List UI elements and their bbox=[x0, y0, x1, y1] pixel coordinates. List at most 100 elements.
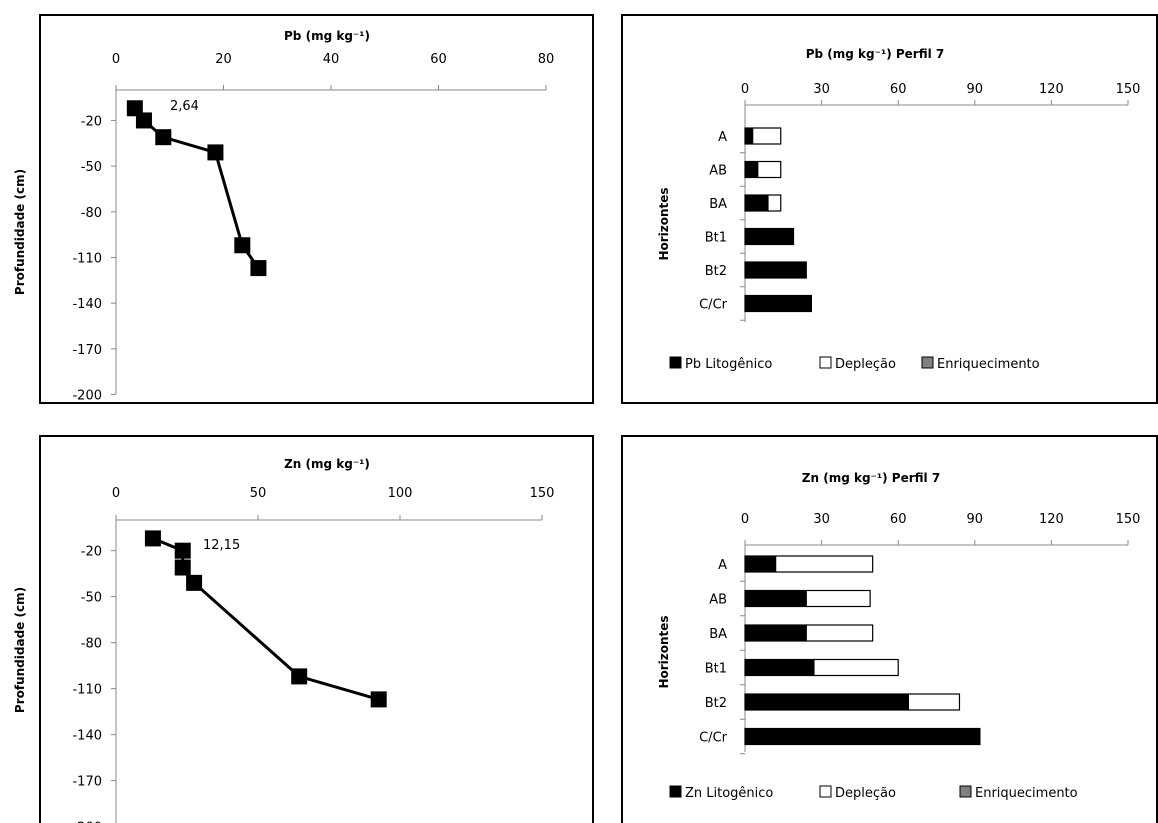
zn-horizons-bar-zn-litog-nico bbox=[744, 624, 807, 642]
pb-profile-frame bbox=[39, 14, 594, 404]
zn-horizons-legend-label: Enriquecimento bbox=[975, 786, 1078, 801]
zn-profile-frame bbox=[39, 435, 594, 823]
pb-horizons-x-tick-label: 30 bbox=[813, 82, 830, 97]
pb-horizons-legend-label: Depleção bbox=[835, 357, 896, 372]
zn-horizons-category-label: C/Cr bbox=[699, 731, 728, 746]
pb-profile-y-tick-label: -200 bbox=[72, 388, 102, 403]
pb-horizons-category-label: Bt1 bbox=[705, 231, 727, 246]
pb-horizons-bar-deple-o bbox=[767, 194, 782, 212]
pb-horizons-x-tick-label: 0 bbox=[741, 82, 749, 97]
pb-horizons-frame bbox=[621, 14, 1158, 404]
zn-profile-y-tick-label: -140 bbox=[72, 729, 102, 744]
pb-profile-point-marker bbox=[126, 100, 143, 117]
pb-horizons-ylabel: Horizontes bbox=[657, 187, 671, 260]
pb-horizons-x-tick-label: 90 bbox=[967, 82, 984, 97]
pb-horizons-x-tick-label: 150 bbox=[1116, 82, 1141, 97]
pb-profile-y-tick-label: -110 bbox=[72, 251, 102, 266]
pb-horizons-x-tick-label: 120 bbox=[1039, 82, 1064, 97]
zn-profile-point-marker bbox=[174, 559, 191, 576]
pb-horizons-title: Pb (mg kg⁻¹) Perfil 7 bbox=[806, 47, 945, 61]
zn-horizons-bar-zn-litog-nico bbox=[744, 727, 981, 746]
zn-horizons-bar-zn-litog-nico bbox=[744, 589, 807, 608]
pb-horizons-bar-pb-litog-nico bbox=[744, 194, 769, 212]
pb-profile-x-tick-label: 20 bbox=[215, 52, 232, 67]
zn-profile-annotation: 12,15 bbox=[203, 538, 240, 553]
pb-horizons-category-label: A bbox=[718, 130, 727, 145]
zn-profile-point-marker bbox=[291, 668, 308, 685]
zn-horizons-ylabel: Horizontes bbox=[657, 615, 671, 688]
zn-profile-point-marker bbox=[186, 574, 203, 591]
pb-profile-annotation: 2,64 bbox=[170, 99, 199, 114]
pb-horizons-category-label: BA bbox=[709, 197, 727, 212]
zn-profile-point-marker bbox=[174, 542, 191, 559]
zn-horizons-legend-swatch bbox=[819, 785, 832, 798]
pb-horizons-category-label: Bt2 bbox=[705, 264, 727, 279]
pb-profile-x-tick-label: 80 bbox=[538, 52, 555, 67]
pb-horizons-legend-swatch bbox=[921, 356, 934, 369]
zn-profile-y-tick-label: -50 bbox=[81, 591, 102, 606]
zn-horizons-frame bbox=[621, 435, 1158, 823]
zn-horizons-legend-label: Zn Litogênico bbox=[685, 786, 773, 801]
zn-profile-y-tick-label: -80 bbox=[81, 637, 102, 652]
pb-profile-y-tick-label: -80 bbox=[81, 206, 102, 221]
zn-horizons-bar-deple-o bbox=[805, 624, 874, 642]
pb-horizons-category-label: C/Cr bbox=[699, 298, 728, 313]
pb-horizons-category-label: AB bbox=[709, 164, 727, 179]
zn-horizons-category-label: BA bbox=[709, 627, 727, 642]
zn-horizons-bar-deple-o bbox=[775, 555, 874, 573]
zn-profile-x-tick-label: 0 bbox=[112, 486, 120, 501]
pb-horizons-bar-deple-o bbox=[752, 127, 782, 145]
pb-profile-y-tick-label: -50 bbox=[81, 160, 102, 175]
zn-profile-x-tick-label: 150 bbox=[530, 486, 555, 501]
pb-profile-y-tick-label: -20 bbox=[81, 114, 102, 129]
pb-horizons-legend-label: Pb Litogênico bbox=[685, 357, 772, 372]
pb-profile-y-tick-label: -170 bbox=[72, 343, 102, 358]
pb-profile-point-marker bbox=[250, 260, 267, 277]
zn-horizons-bar-zn-litog-nico bbox=[744, 658, 815, 677]
zn-horizons-legend-swatch bbox=[669, 785, 682, 798]
pb-profile-ylabel: Profundidade (cm) bbox=[13, 169, 27, 295]
zn-profile-point-marker bbox=[370, 691, 387, 708]
pb-horizons-bar-pb-litog-nico bbox=[744, 261, 807, 279]
zn-horizons-category-label: Bt2 bbox=[705, 696, 727, 711]
zn-horizons-x-tick-label: 60 bbox=[890, 512, 907, 527]
zn-profile-ylabel: Profundidade (cm) bbox=[13, 587, 27, 713]
pb-profile-x-tick-label: 60 bbox=[430, 52, 447, 67]
zn-horizons-x-tick-label: 0 bbox=[741, 512, 749, 527]
zn-profile-y-tick-label: -170 bbox=[72, 775, 102, 790]
zn-profile-point-marker bbox=[144, 530, 161, 547]
pb-horizons-legend-swatch bbox=[819, 356, 832, 369]
zn-horizons-legend-label: Depleção bbox=[835, 786, 896, 801]
zn-profile-x-tick-label: 50 bbox=[250, 486, 267, 501]
pb-horizons-bar-pb-litog-nico bbox=[744, 127, 754, 145]
pb-horizons-legend-label: Enriquecimento bbox=[937, 357, 1040, 372]
pb-profile-point-marker bbox=[155, 129, 172, 146]
zn-profile-y-tick-label: -20 bbox=[81, 545, 102, 560]
zn-profile-y-tick-label: -200 bbox=[72, 821, 102, 823]
pb-horizons-bar-pb-litog-nico bbox=[744, 227, 795, 246]
pb-horizons-bar-deple-o bbox=[757, 160, 782, 179]
zn-horizons-bar-zn-litog-nico bbox=[744, 693, 910, 711]
zn-horizons-title: Zn (mg kg⁻¹) Perfil 7 bbox=[802, 471, 940, 485]
zn-profile-x-tick-label: 100 bbox=[388, 486, 413, 501]
pb-profile-x-tick-label: 40 bbox=[323, 52, 340, 67]
pb-profile-title: Pb (mg kg⁻¹) bbox=[284, 29, 370, 43]
zn-horizons-legend-swatch bbox=[959, 785, 972, 798]
pb-profile-point-marker bbox=[234, 237, 251, 254]
pb-profile-point-marker bbox=[207, 144, 224, 161]
zn-horizons-x-tick-label: 30 bbox=[813, 512, 830, 527]
zn-horizons-x-tick-label: 90 bbox=[967, 512, 984, 527]
zn-horizons-bar-deple-o bbox=[805, 589, 871, 608]
zn-profile-y-tick-label: -110 bbox=[72, 683, 102, 698]
zn-horizons-bar-deple-o bbox=[907, 693, 961, 711]
zn-horizons-category-label: AB bbox=[709, 593, 727, 608]
zn-horizons-x-tick-label: 150 bbox=[1116, 512, 1141, 527]
pb-horizons-bar-pb-litog-nico bbox=[744, 160, 759, 179]
zn-profile-title: Zn (mg kg⁻¹) bbox=[284, 457, 370, 471]
pb-profile-point-marker bbox=[135, 112, 152, 129]
pb-profile-y-tick-label: -140 bbox=[72, 297, 102, 312]
zn-horizons-x-tick-label: 120 bbox=[1039, 512, 1064, 527]
zn-horizons-bar-zn-litog-nico bbox=[744, 555, 777, 573]
pb-horizons-legend-swatch bbox=[669, 356, 682, 369]
